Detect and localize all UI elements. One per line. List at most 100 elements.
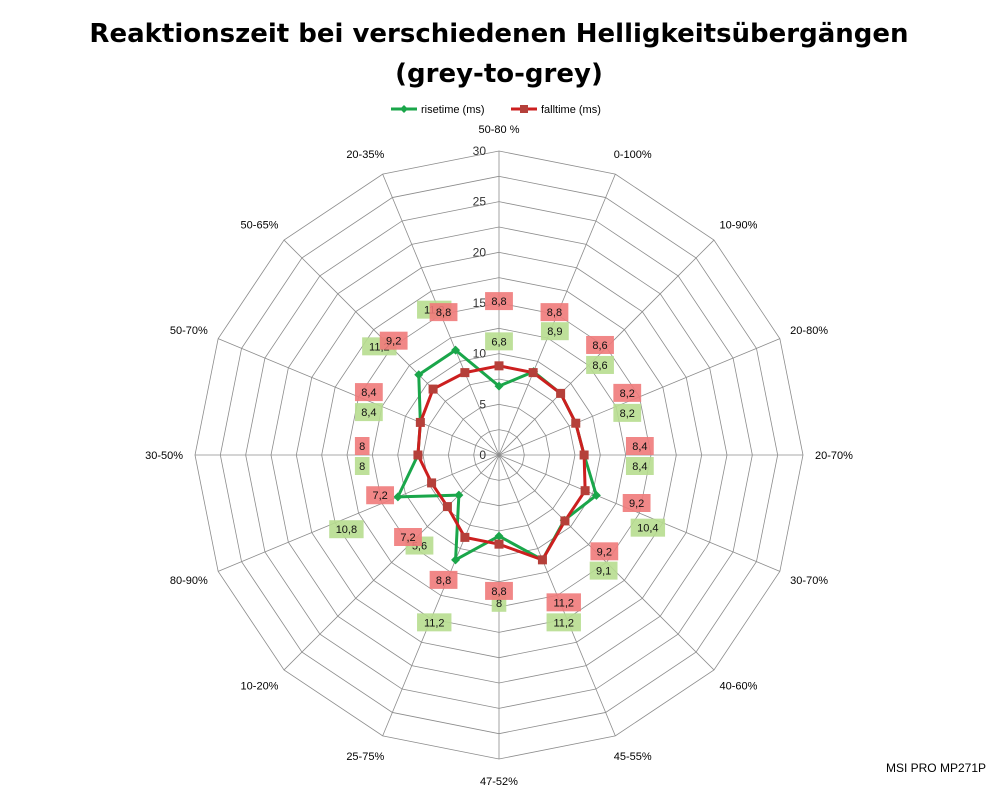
data-label-bg [429, 570, 458, 589]
data-label-bg [613, 403, 642, 422]
data-point [494, 381, 504, 391]
chart-title-line-2: (grey-to-grey) [395, 59, 603, 89]
data-point [591, 490, 601, 500]
data-point [427, 478, 437, 488]
radial-tick-label: 10 [473, 347, 487, 361]
radial-tick-label: 20 [473, 245, 487, 259]
data-label-bg [429, 303, 458, 322]
data-point [393, 492, 403, 502]
data-label-bg [354, 403, 383, 422]
category-label: 50-65% [241, 219, 279, 231]
radial-tick-label: 30 [473, 144, 487, 158]
data-point [580, 486, 590, 496]
data-label: 8 [496, 598, 502, 610]
data-point [413, 450, 423, 460]
category-label: 10-20% [241, 681, 279, 693]
data-point [454, 490, 464, 500]
data-label: 8 [359, 441, 365, 453]
data-label: 7,2 [372, 490, 387, 502]
data-label-bg [354, 383, 383, 402]
data-label: 8,6 [592, 340, 607, 352]
data-label-bg [485, 332, 513, 351]
grid-spoke [283, 454, 500, 671]
radial-tick-label: 15 [473, 296, 487, 310]
category-label: 80-90% [170, 575, 208, 587]
legend-label: falltime (ms) [541, 104, 601, 116]
radial-ticks: 0 5 10 15 20 25 30 [473, 144, 487, 462]
grid-spoke [217, 454, 500, 572]
data-point [556, 388, 566, 398]
data-label-bg [613, 383, 642, 402]
radial-tick-label: 5 [479, 397, 486, 411]
data-label: 9,2 [597, 546, 612, 558]
data-point [414, 370, 424, 380]
chart-title: Reaktionszeit bei verschiedenen Helligke… [0, 14, 998, 94]
data-label-bg [586, 355, 614, 374]
data-label: 8,8 [491, 586, 506, 598]
category-label: 20-80% [790, 325, 828, 337]
data-label: 11,2 [553, 617, 574, 629]
data-label: 8 [359, 461, 365, 473]
data-label-bg [485, 581, 513, 600]
data-label-bg [354, 457, 370, 475]
category-label: 50-70% [170, 325, 208, 337]
category-label: 10-90% [720, 219, 758, 231]
grid-spoke [382, 454, 500, 737]
data-label-bg [625, 437, 654, 455]
legend-marker [400, 105, 408, 113]
category-label: 25-75% [346, 751, 384, 763]
data-label-bg [379, 331, 408, 350]
data-label: 10,8 [336, 524, 357, 536]
data-label-bg [630, 518, 666, 537]
data-label-bg [590, 542, 619, 561]
data-label: 10,4 [637, 523, 658, 535]
data-label: 8,6 [592, 360, 607, 372]
data-label-bg [586, 335, 614, 354]
data-label: 8,8 [436, 575, 451, 587]
data-point [415, 417, 425, 427]
category-label: 50-80 % [479, 124, 520, 136]
data-label: 8,8 [436, 307, 451, 319]
data-label: 8,4 [361, 387, 376, 399]
category-label: 47-52% [480, 776, 518, 786]
category-label: 30-50% [145, 450, 183, 462]
legend: risetime (ms) falltime (ms) [391, 104, 601, 116]
data-label-bg [546, 613, 581, 632]
legend-label: risetime (ms) [421, 104, 485, 116]
data-label: 11,2 [553, 597, 574, 609]
data-label-bg [485, 292, 513, 311]
data-point [460, 368, 470, 378]
data-label: 8,4 [632, 441, 647, 453]
category-labels: 50-80 % 0-100% 10-90% 20-80% 20-70% 30-70% 40-… [145, 124, 853, 786]
grid-spoke [498, 454, 781, 572]
data-label: 7,2 [400, 532, 415, 544]
data-label-bg [540, 303, 569, 322]
data-labels: 6,88,98,68,28,410,49,111,2811,25,610,888… [329, 292, 666, 632]
radial-tick-label: 0 [479, 448, 486, 462]
data-label-bg [540, 322, 569, 341]
data-point [460, 532, 470, 542]
data-label: 8,4 [361, 407, 376, 419]
data-label-bg [546, 593, 581, 612]
category-label: 20-35% [346, 149, 384, 161]
data-point [494, 531, 504, 541]
data-label-bg [354, 437, 370, 455]
data-label: 11,2 [424, 617, 445, 629]
data-label: 6,8 [491, 336, 506, 348]
data-label: 8,2 [620, 388, 635, 400]
category-label: 30-70% [790, 575, 828, 587]
data-label: 8,2 [620, 408, 635, 420]
data-point [494, 361, 504, 371]
data-label: 9,2 [386, 336, 401, 348]
data-point [451, 345, 461, 355]
data-point [560, 516, 570, 526]
series-falltime [413, 361, 590, 565]
chart-title-line-1: Reaktionszeit bei verschiedenen Helligke… [89, 19, 909, 49]
category-label: 20-70% [815, 450, 853, 462]
category-label: 0-100% [614, 149, 652, 161]
data-point [537, 555, 547, 565]
data-point [571, 418, 581, 428]
radar-grid [194, 150, 804, 760]
data-label-bg [394, 527, 422, 546]
